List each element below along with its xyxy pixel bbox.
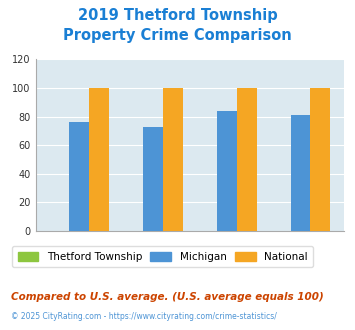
Bar xyxy=(217,111,237,231)
Bar xyxy=(237,88,257,231)
Text: Property Crime Comparison: Property Crime Comparison xyxy=(63,28,292,43)
Legend: Thetford Township, Michigan, National: Thetford Township, Michigan, National xyxy=(12,247,313,267)
Text: © 2025 CityRating.com - https://www.cityrating.com/crime-statistics/: © 2025 CityRating.com - https://www.city… xyxy=(11,312,277,321)
Bar xyxy=(143,127,163,231)
Text: 2019 Thetford Township: 2019 Thetford Township xyxy=(78,8,277,23)
Bar xyxy=(310,88,330,231)
Bar xyxy=(290,115,310,231)
Bar xyxy=(163,88,183,231)
Text: Compared to U.S. average. (U.S. average equals 100): Compared to U.S. average. (U.S. average … xyxy=(11,292,323,302)
Bar xyxy=(89,88,109,231)
Bar xyxy=(70,122,89,231)
